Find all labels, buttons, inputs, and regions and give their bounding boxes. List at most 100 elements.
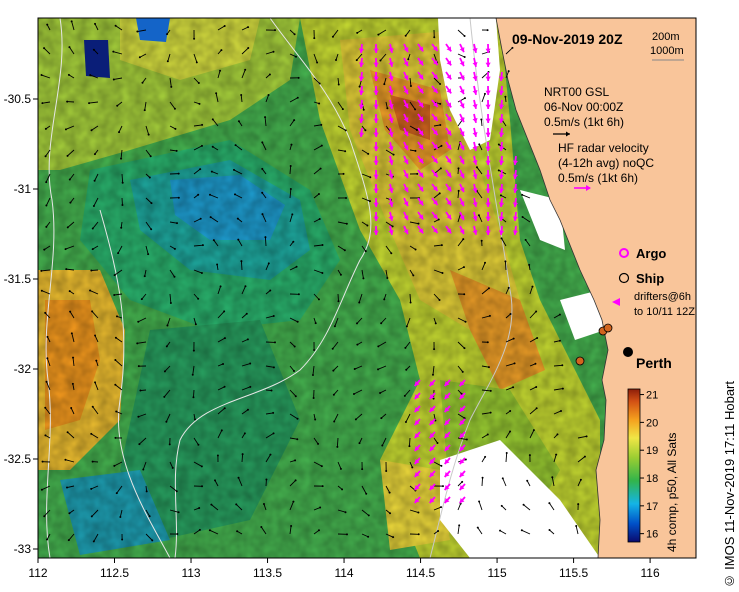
gsl-arrow [193, 244, 203, 247]
hf-arrow-head [418, 172, 424, 178]
gsl-arrow-head [43, 515, 46, 518]
hf-arrow-head [498, 76, 505, 81]
gsl-arrow-head [45, 181, 48, 184]
hf-arrow-head [472, 104, 478, 109]
gsl-arrow-head [64, 458, 67, 461]
gsl-arrow-head [405, 325, 408, 328]
gsl-arrow-head [89, 74, 92, 77]
gsl-arrow-head [364, 129, 367, 132]
gsl-arrow-head [148, 176, 151, 179]
hf-arrow-head [418, 200, 424, 206]
hf-arrow-head [432, 46, 438, 52]
gsl-arrow-head [272, 366, 275, 369]
gsl-arrow [289, 480, 296, 487]
gsl-arrow-head [197, 193, 200, 196]
gsl-arrow [457, 97, 466, 103]
gsl-arrow-head [237, 238, 240, 241]
gsl-arrow-head [236, 530, 239, 533]
gsl-arrow-head [72, 356, 75, 359]
gsl-arrow [240, 94, 243, 103]
gsl-arrow [481, 434, 489, 439]
gsl-arrow [263, 503, 267, 511]
gsl-arrow [68, 533, 75, 541]
cold-pixels-n [136, 18, 170, 42]
gsl-arrow-head [341, 108, 344, 111]
hf-arrow-head [388, 202, 394, 207]
hf-arrow-head [498, 230, 505, 235]
gsl-arrow-head [149, 155, 152, 158]
gsl-arrow-head [379, 59, 382, 62]
gsl-arrow [313, 269, 323, 274]
gsl-arrow-head [317, 529, 320, 532]
hf-arrow-head [429, 433, 435, 438]
gsl-arrow-head [272, 411, 275, 414]
hf-arrow-head [498, 118, 505, 123]
gsl-arrow-head [391, 225, 394, 228]
gsl-arrow-head [362, 108, 365, 111]
gsl-arrow-head [331, 347, 334, 350]
gsl-arrow [45, 221, 51, 228]
hf-arrow-head [446, 60, 452, 66]
gsl-arrow-head [513, 362, 516, 365]
hf-arrow-head [388, 216, 394, 221]
gsl-arrow [210, 216, 219, 223]
gsl-arrow-head [138, 443, 141, 446]
x-tick-label: 115 [487, 566, 506, 580]
gsl-arrow [144, 269, 147, 277]
gsl-arrow [94, 335, 99, 343]
gsl-arrow-head [497, 143, 500, 146]
gsl-arrow [265, 263, 270, 271]
gsl-arrow [65, 459, 75, 463]
gsl-arrow [241, 409, 249, 415]
gsl-arrow [476, 166, 483, 175]
gsl-arrow-head [138, 56, 141, 59]
gsl-arrow-head [392, 153, 395, 156]
gsl-arrow-head [220, 49, 223, 52]
gsl-arrow-head [317, 192, 320, 195]
hf-arrow-head [403, 145, 409, 151]
hf-arrow-head [373, 62, 379, 67]
hf-arrow-head [373, 48, 379, 53]
gsl-arrow-head [441, 485, 444, 488]
gsl-arrow-head [171, 466, 174, 469]
gsl-arrow-head [414, 108, 417, 111]
gsl-arrow-head [70, 407, 73, 410]
colorbar-tick-label: 21 [646, 390, 658, 402]
gsl-arrow [433, 193, 441, 199]
gsl-arrow [211, 504, 219, 511]
gsl-arrow-head [40, 488, 43, 491]
hf-arrow-head [459, 173, 465, 179]
hf-arrow-head [388, 48, 394, 53]
gsl-arrow [481, 315, 491, 319]
gsl-arrow [481, 389, 491, 392]
hf-arrow-head [388, 62, 394, 67]
gsl-arrow-head [548, 502, 551, 505]
gsl-arrow-head [215, 92, 218, 95]
gsl-arrow-head [89, 289, 92, 292]
gsl-arrow-head [440, 144, 443, 147]
gsl-arrow [457, 437, 467, 440]
hf-arrow-head [472, 48, 478, 53]
gsl-arrow-head [385, 469, 388, 472]
gsl-arrow-head [434, 322, 437, 325]
gsl-arrow-head [293, 119, 296, 122]
gsl-arrow [501, 238, 507, 247]
gsl-arrow-head [91, 405, 94, 408]
perth-marker-icon [623, 347, 633, 357]
gsl-arrow [481, 477, 484, 487]
hf-arrow-head [444, 459, 450, 464]
gsl-arrow-head [464, 458, 467, 461]
gsl-arrow [217, 386, 225, 391]
gsl-arrow-head [165, 420, 168, 423]
gsl-arrow-head [197, 297, 200, 300]
gsl-arrow-head [223, 407, 226, 410]
hf-arrow-head [485, 202, 491, 207]
gsl-arrow-head [197, 443, 200, 446]
hf-arrow-head [373, 202, 379, 207]
gsl-arrow [553, 388, 563, 391]
gsl-arrow-head [332, 393, 335, 396]
gsl-arrow [217, 286, 221, 295]
hf-arrow-head [432, 200, 438, 206]
gsl-arrow-head [501, 477, 504, 480]
hf-arrow-head [498, 188, 505, 193]
